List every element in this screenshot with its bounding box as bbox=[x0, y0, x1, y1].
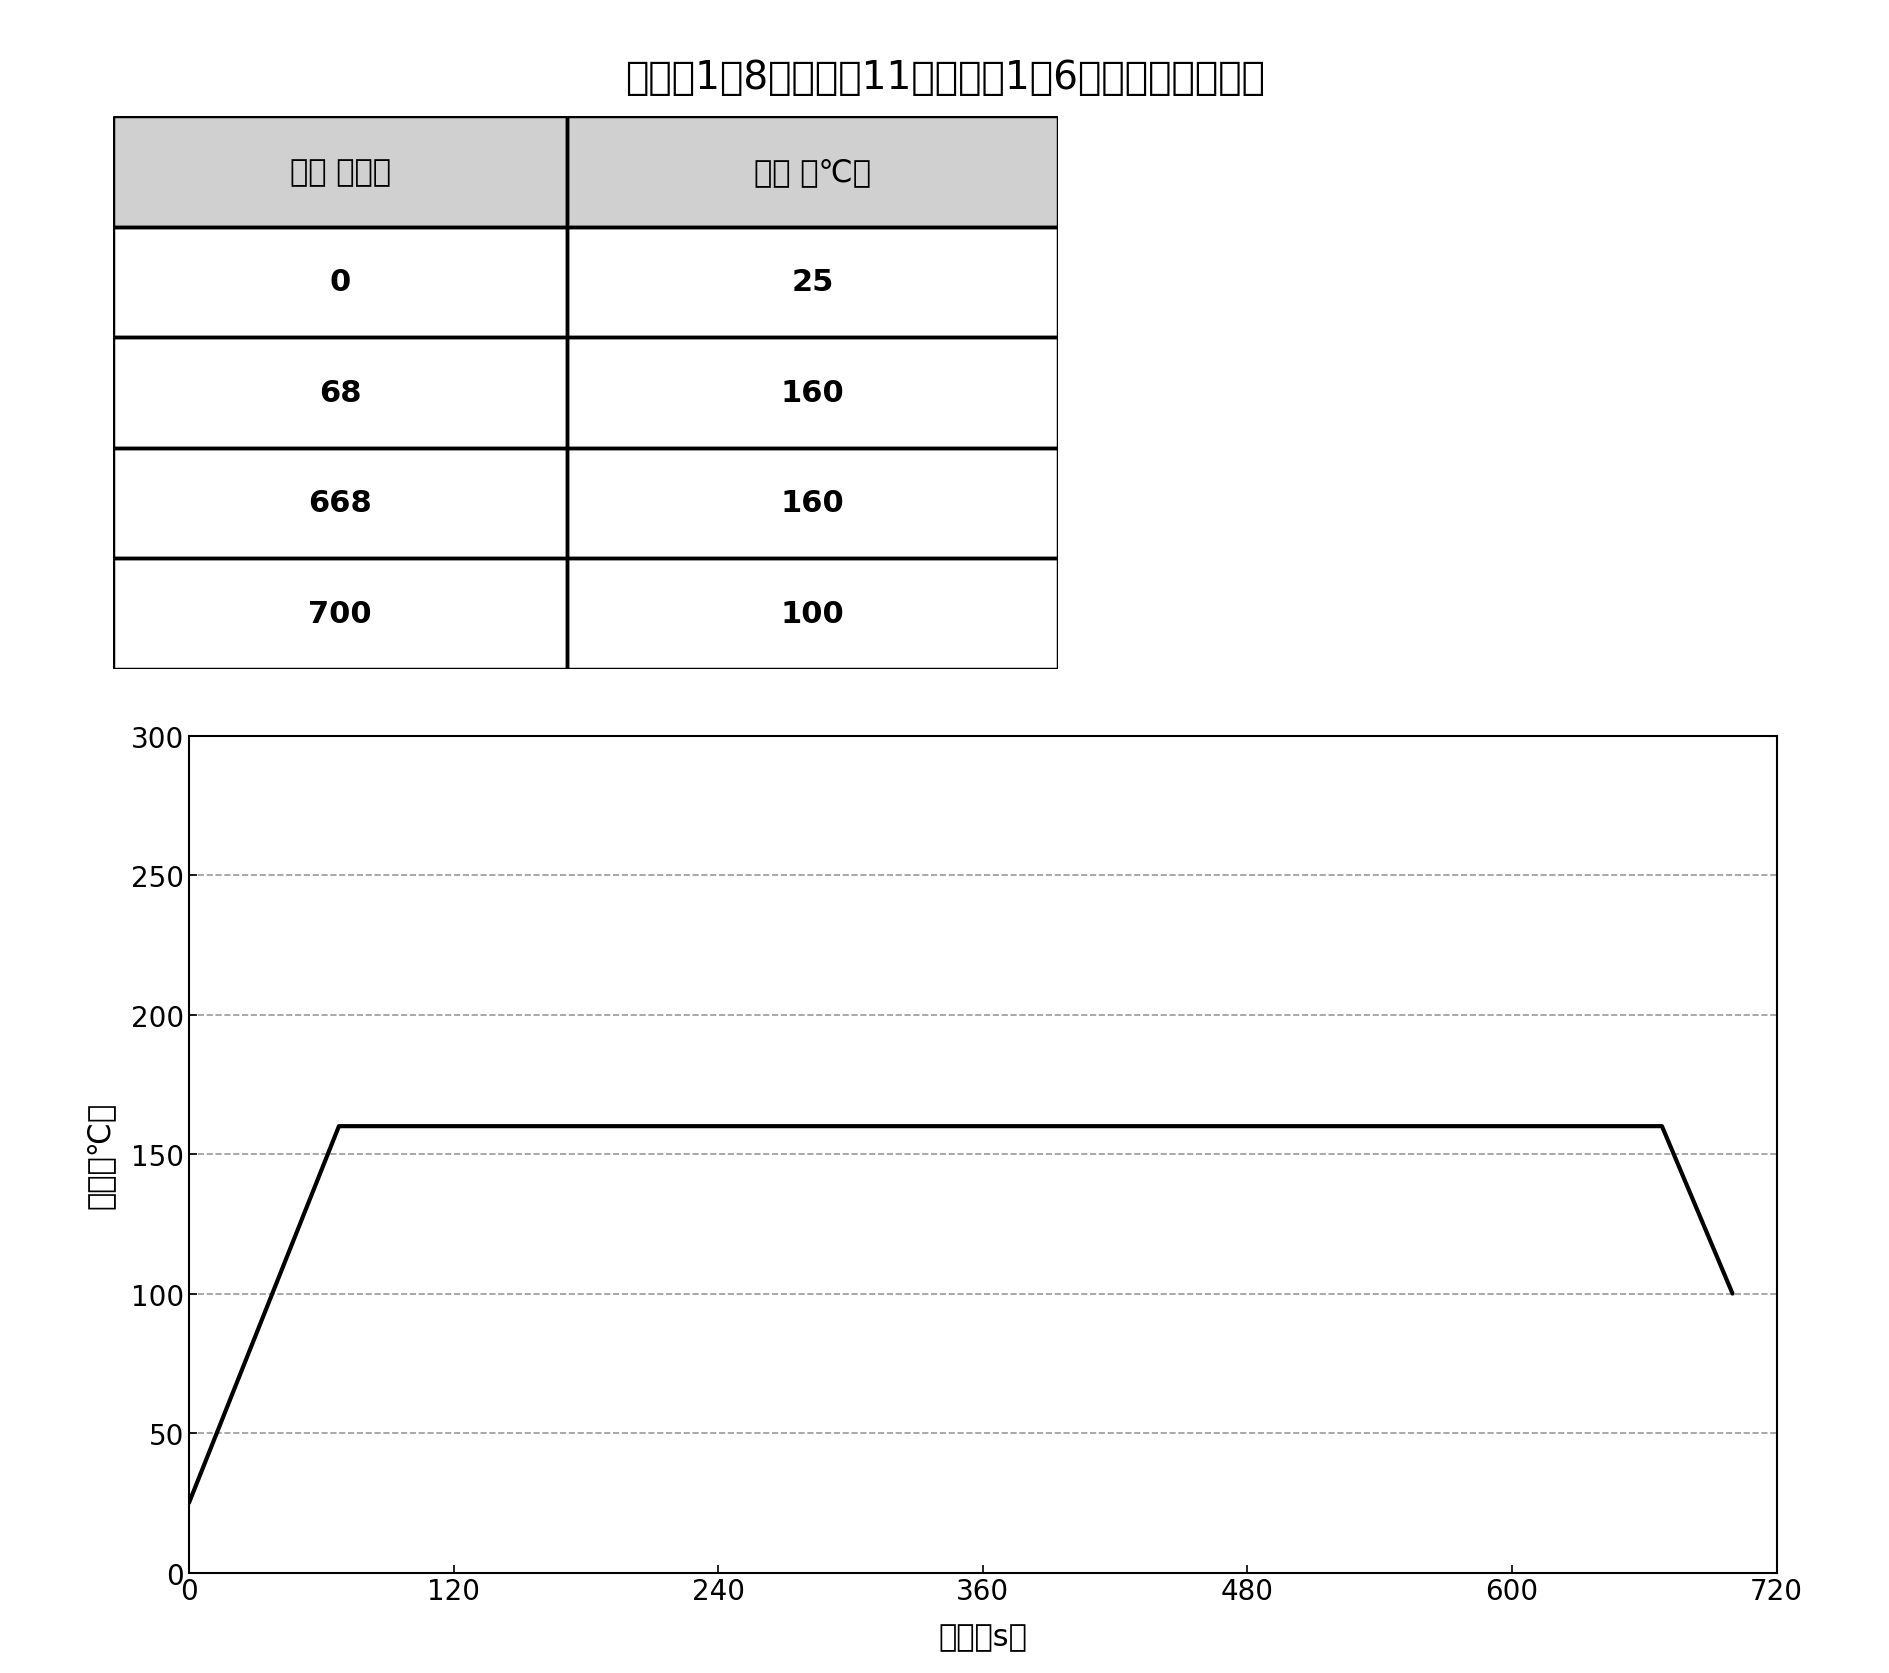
FancyBboxPatch shape bbox=[567, 559, 1058, 669]
Text: 700: 700 bbox=[308, 599, 372, 629]
Text: 25: 25 bbox=[791, 268, 833, 298]
Text: 温度 （℃）: 温度 （℃） bbox=[754, 157, 871, 187]
Text: 0: 0 bbox=[329, 268, 351, 298]
Text: 160: 160 bbox=[780, 489, 844, 519]
FancyBboxPatch shape bbox=[113, 117, 567, 228]
Text: 100: 100 bbox=[780, 599, 844, 629]
Text: 68: 68 bbox=[319, 378, 361, 408]
X-axis label: 时间（s）: 时间（s） bbox=[937, 1623, 1028, 1651]
Text: 160: 160 bbox=[780, 378, 844, 408]
FancyBboxPatch shape bbox=[567, 338, 1058, 448]
FancyBboxPatch shape bbox=[567, 448, 1058, 559]
FancyBboxPatch shape bbox=[113, 559, 567, 669]
Text: 时间 （秒）: 时间 （秒） bbox=[289, 157, 391, 187]
Y-axis label: 温度（℃）: 温度（℃） bbox=[85, 1101, 113, 1208]
FancyBboxPatch shape bbox=[113, 228, 567, 338]
FancyBboxPatch shape bbox=[113, 338, 567, 448]
FancyBboxPatch shape bbox=[113, 448, 567, 559]
Text: 668: 668 bbox=[308, 489, 372, 519]
FancyBboxPatch shape bbox=[567, 228, 1058, 338]
Text: 实施例1～8、实施例11、比较例1～6的回流焊加热曲线: 实施例1～8、实施例11、比较例1～6的回流焊加热曲线 bbox=[625, 59, 1264, 97]
FancyBboxPatch shape bbox=[567, 117, 1058, 228]
